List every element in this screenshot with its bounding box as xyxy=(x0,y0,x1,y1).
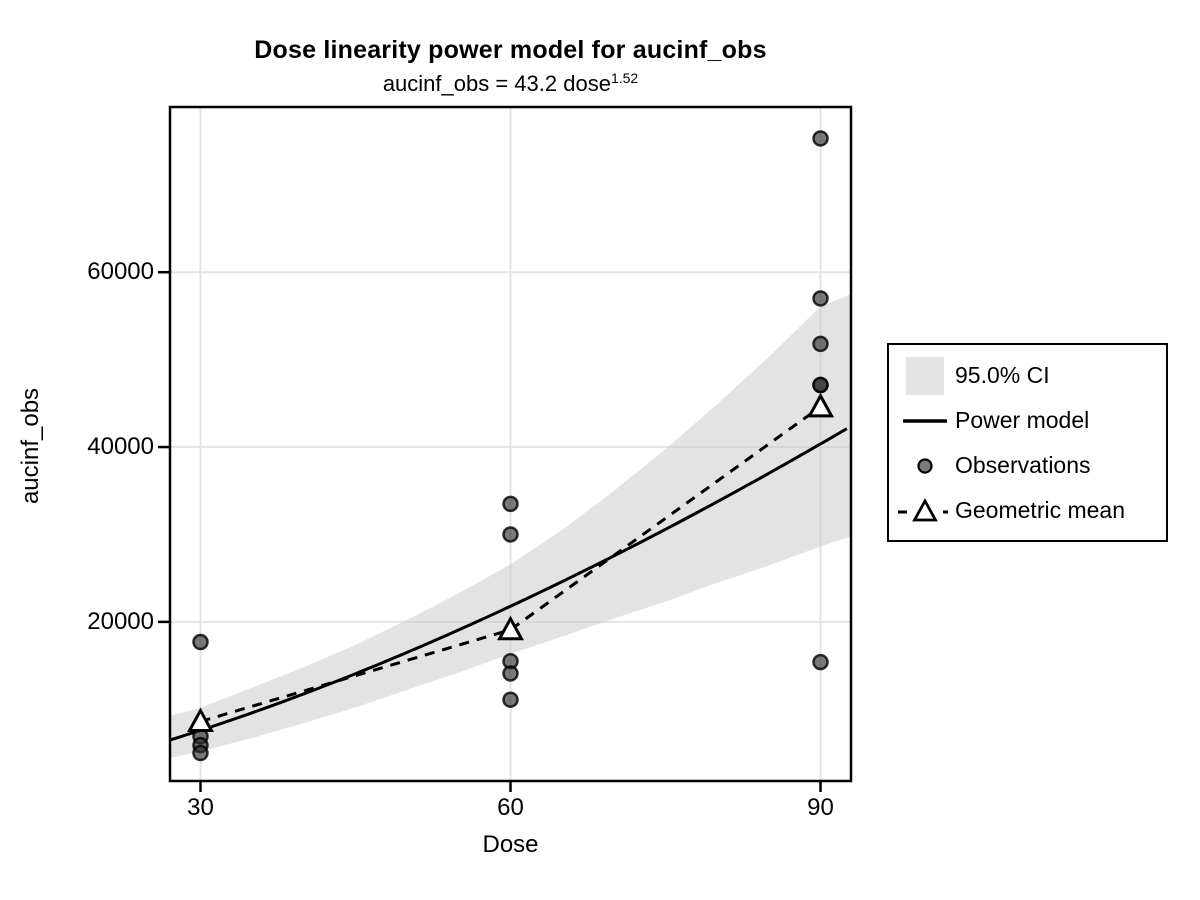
geometric-mean-triangle xyxy=(806,392,835,418)
y-axis-title: aucinf_obs xyxy=(17,387,44,505)
observation-point xyxy=(812,130,829,147)
y-tick-label: 20000 xyxy=(87,607,154,635)
x-axis-title: Dose xyxy=(482,831,539,858)
geometric-mean-line xyxy=(200,405,822,723)
geometric-mean-triangle xyxy=(496,615,525,641)
observation-point xyxy=(502,495,519,513)
observation-point xyxy=(812,335,829,353)
x-tick-label: 30 xyxy=(187,794,214,821)
chart-subtitle-exponent: 1.52 xyxy=(610,70,639,86)
legend-label-power-model: Power model xyxy=(955,407,1090,433)
power-model-line xyxy=(169,427,848,742)
observation-point xyxy=(812,290,829,307)
legend-item-power-model: Power model xyxy=(895,398,1160,443)
observation-point-icon xyxy=(895,455,955,477)
legend-label-observations: Observations xyxy=(955,452,1091,478)
chart-subtitle-base: aucinf_obs = 43.2 dose xyxy=(382,71,611,96)
legend: 95.0% CI Power model Observations Geomet… xyxy=(887,343,1168,542)
legend-item-observations: Observations xyxy=(895,443,1160,488)
legend-item-ci: 95.0% CI xyxy=(895,353,1160,398)
geometric-mean-triangle xyxy=(186,707,215,733)
observation-point xyxy=(502,665,519,682)
geometric-mean-marker-icon xyxy=(895,497,955,525)
ci-band-swatch-icon xyxy=(895,356,955,395)
x-tick-label: 90 xyxy=(807,794,834,821)
legend-item-geometric-mean: Geometric mean xyxy=(895,488,1160,533)
chart-title: Dose linearity power model for aucinf_ob… xyxy=(254,36,767,64)
y-tick-label: 40000 xyxy=(87,433,154,461)
observation-point xyxy=(812,653,829,671)
y-tick-label: 60000 xyxy=(87,258,154,286)
power-model-line-icon xyxy=(895,416,955,426)
observation-point xyxy=(812,376,829,394)
x-tick-label: 60 xyxy=(497,794,524,821)
observation-point xyxy=(192,633,209,651)
observation-point xyxy=(192,744,209,762)
observation-point xyxy=(502,691,519,708)
chart-subtitle: aucinf_obs = 43.2 dose1.52 xyxy=(170,70,851,97)
legend-label-ci: 95.0% CI xyxy=(955,362,1050,388)
legend-label-geometric-mean: Geometric mean xyxy=(955,497,1126,523)
observation-point xyxy=(502,526,519,543)
